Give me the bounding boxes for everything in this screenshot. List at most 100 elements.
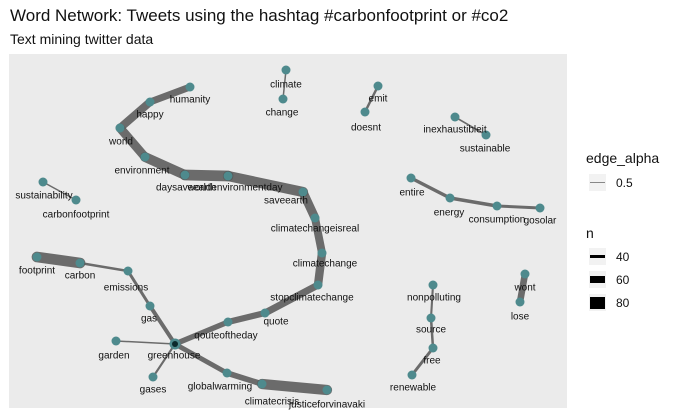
- legend-n-key-60: [589, 271, 606, 288]
- node-carbonfootprint: [71, 195, 81, 205]
- legend-n-label-40: 40: [616, 250, 630, 264]
- node-label-sustainable: sustainable: [460, 144, 511, 155]
- node-entire: [406, 173, 416, 183]
- node-label-stopclimatechange: stopclimatechange: [270, 293, 354, 304]
- edge-layer: [31, 69, 542, 396]
- edge-greenhouse-garden: [115, 340, 176, 345]
- edge-emit-doesnt: [363, 84, 380, 114]
- chart-title: Word Network: Tweets using the hashtag #…: [10, 6, 509, 25]
- edge-greenhouse-gases: [151, 342, 177, 379]
- edge-climatechangeisreal-climatechange: [311, 214, 326, 257]
- node-consumption: [492, 201, 502, 211]
- edge-entire-energy: [409, 176, 452, 200]
- node-label-qouteoftheday: qouteoftheday: [194, 331, 257, 342]
- legend-n-key-80: [589, 294, 606, 311]
- node-climate: [281, 65, 291, 75]
- node-greenhouse-core: [172, 341, 178, 347]
- label-layer: humanityhappyworldenvironmentdaysaveeart…: [15, 80, 557, 411]
- node-label-source: source: [416, 325, 446, 336]
- edge-humanity-happy: [146, 83, 194, 106]
- node-label-greenhouse: greenhouse: [148, 351, 201, 362]
- node-gases: [148, 372, 158, 382]
- node-label-climate: climate: [270, 80, 302, 91]
- node-happy: [145, 97, 155, 107]
- node-wont: [520, 269, 530, 279]
- node-inexhaustibleit: [450, 112, 460, 122]
- edge-free-renewable: [410, 346, 435, 377]
- node-label-humanity: humanity: [170, 95, 211, 106]
- node-label-lose: lose: [511, 312, 530, 323]
- edge-climatecrisis-justiceforvinavaki: [256, 378, 333, 396]
- node-label-gosolar: gosolar: [524, 216, 557, 227]
- edge-worldenvironmentday-saveearth: [222, 170, 309, 198]
- edge-globalwarming-climatecrisis: [224, 370, 265, 387]
- edge-wont-lose: [516, 270, 529, 306]
- node-label-inexhaustibleit: inexhaustibleit: [423, 125, 487, 136]
- node-label-gas: gas: [141, 314, 157, 325]
- node-label-emissions: emissions: [104, 283, 148, 294]
- node-free: [428, 343, 438, 353]
- edge-quote-qouteoftheday: [224, 309, 269, 326]
- node-change: [278, 94, 288, 104]
- node-gas: [145, 301, 155, 311]
- edge-daysaveearth-worldenvironmentday: [179, 169, 234, 182]
- node-source: [426, 313, 436, 323]
- node-daysaveearth: [180, 170, 190, 180]
- edge-happy-world: [116, 98, 154, 132]
- node-label-garden: garden: [98, 351, 129, 362]
- edge-environment-daysaveearth: [140, 152, 190, 180]
- edge-stopclimatechange-quote: [261, 281, 322, 317]
- node-label-nonpolluting: nonpolluting: [407, 293, 461, 304]
- node-label-change: change: [266, 108, 299, 119]
- plot-panel: [9, 54, 567, 408]
- node-nonpolluting: [428, 280, 438, 290]
- edge-world-environment: [115, 123, 150, 162]
- chart-subtitle: Text mining twitter data: [10, 31, 154, 47]
- node-label-free: free: [423, 356, 441, 367]
- node-layer: [32, 65, 545, 395]
- node-label-climatecrisis: climatecrisis: [245, 397, 299, 408]
- node-climatechange: [317, 248, 327, 258]
- node-label-footprint: footprint: [19, 266, 55, 277]
- node-humanity: [185, 82, 195, 92]
- node-environment: [140, 152, 150, 162]
- node-climatecrisis: [257, 379, 267, 389]
- node-label-doesnt: doesnt: [351, 123, 381, 134]
- edge-nonpolluting-source: [429, 283, 435, 320]
- edge-greenhouse-globalwarming: [172, 341, 230, 376]
- node-label-wont: wont: [513, 283, 535, 294]
- node-label-sustainability: sustainability: [15, 191, 72, 202]
- node-emit: [373, 81, 383, 91]
- node-climatechangeisreal: [310, 213, 320, 223]
- node-label-climatechangeisreal: climatechangeisreal: [271, 224, 359, 235]
- edge-carbon-footprint: [31, 251, 86, 269]
- node-label-entire: entire: [399, 188, 424, 199]
- node-justiceforvinavaki: [322, 385, 332, 395]
- node-label-emit: emit: [369, 94, 388, 105]
- edge-emissions-carbon: [78, 261, 130, 273]
- legend-n-key-40: [589, 248, 606, 265]
- legend-alpha-key: [589, 174, 606, 191]
- node-quote: [260, 308, 270, 318]
- edge-source-free: [429, 316, 435, 350]
- node-label-globalwarming: globalwarming: [188, 382, 252, 393]
- legend-n-label-60: 60: [616, 273, 630, 287]
- edge-gas-emissions: [126, 269, 152, 308]
- node-label-gases: gases: [140, 385, 167, 396]
- node-sustainable: [481, 130, 491, 140]
- edge-energy-consumption: [448, 196, 499, 208]
- node-label-quote: quote: [263, 317, 288, 328]
- legend-alpha-label: 0.5: [616, 176, 633, 190]
- node-label-worldenvironmentday: worldenvironmentday: [186, 183, 282, 194]
- node-label-justiceforvinavaki: justiceforvinavaki: [288, 400, 365, 411]
- edge-saveearth-climatechangeisreal: [298, 187, 320, 223]
- edge-greenhouse-gas: [148, 304, 177, 346]
- legend-n-title: n: [586, 225, 594, 241]
- node-label-happy: happy: [136, 110, 163, 121]
- node-world: [115, 123, 125, 133]
- node-globalwarming: [222, 368, 232, 378]
- node-qouteoftheday: [223, 317, 233, 327]
- node-lose: [515, 297, 525, 307]
- node-label-carbonfootprint: carbonfootprint: [43, 210, 110, 221]
